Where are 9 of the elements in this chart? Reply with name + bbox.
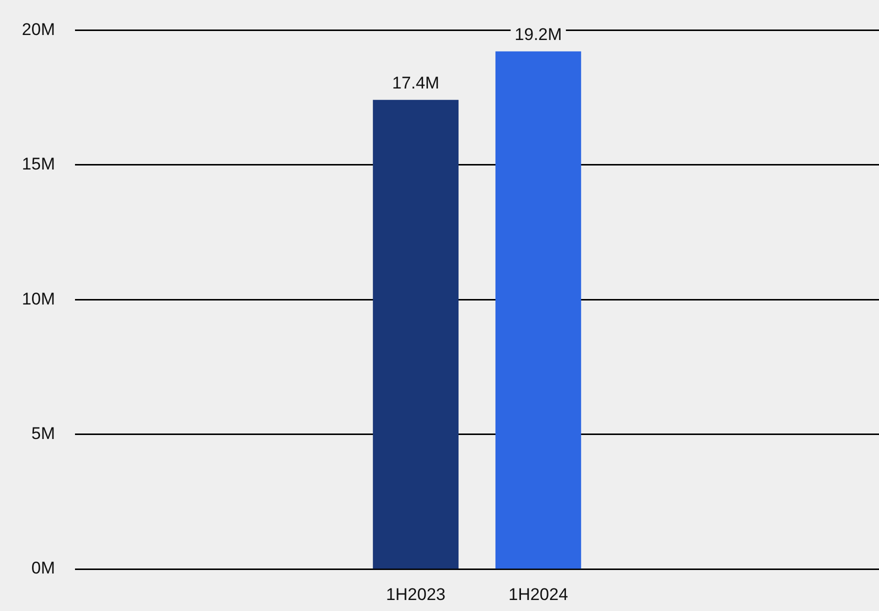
x-tick-label: 1H2023	[386, 584, 446, 604]
data-label: 19.2M	[514, 24, 562, 44]
y-tick-label: 10M	[22, 289, 55, 308]
x-tick-label: 1H2024	[508, 584, 568, 604]
y-tick-label: 20M	[22, 20, 55, 39]
data-label: 17.4M	[392, 73, 440, 92]
y-tick-label: 5M	[31, 424, 55, 443]
y-tick-label: 15M	[22, 154, 55, 174]
y-tick-label: 0M	[31, 558, 55, 578]
